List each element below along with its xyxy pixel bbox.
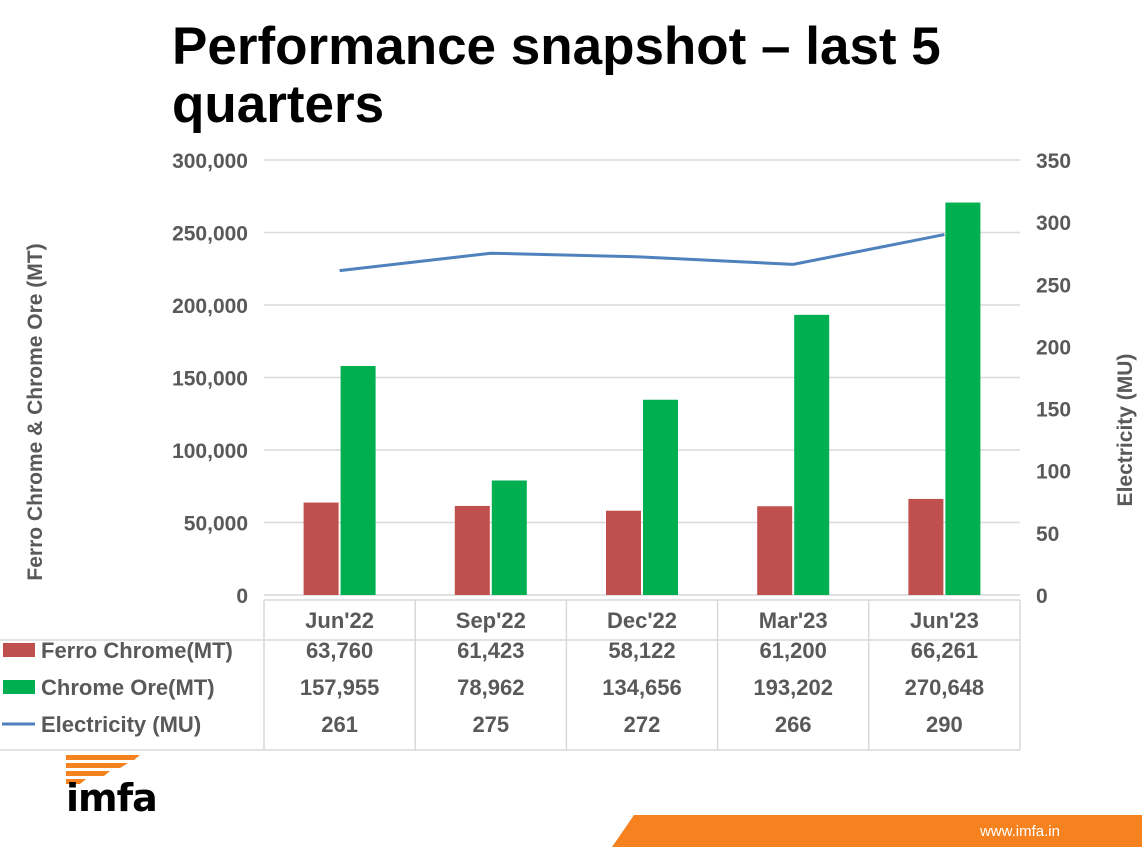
data-value: 272 [624, 712, 661, 737]
data-value: 270,648 [905, 675, 985, 700]
right-tick-label: 100 [1036, 461, 1071, 484]
bar-ferro-chrome [454, 505, 490, 595]
category-label: Dec'22 [607, 608, 677, 633]
category-label: Sep'22 [456, 608, 526, 633]
data-value: 261 [321, 712, 358, 737]
category-label: Jun'23 [910, 608, 979, 633]
left-axis-ticks: 0 50,000 100,000 150,000 200,000 250,000 300,0… [172, 150, 248, 608]
gridlines [264, 159, 1020, 596]
data-value: 61,200 [760, 638, 827, 663]
category-label: Jun'22 [305, 608, 374, 633]
data-value: 275 [472, 712, 509, 737]
data-value: 266 [775, 712, 812, 737]
bar-chrome-ore [340, 365, 376, 595]
left-tick-label: 150,000 [172, 368, 248, 391]
data-value: 78,962 [457, 675, 524, 700]
bar-ferro-chrome [757, 506, 793, 595]
right-tick-label: 50 [1036, 523, 1059, 546]
data-value: 290 [926, 712, 963, 737]
bar-ferro-chrome [606, 510, 641, 595]
left-tick-label: 50,000 [184, 513, 248, 536]
legend-swatch-ferro-chrome [3, 643, 35, 657]
legend-label: Ferro Chrome(MT) [41, 638, 233, 663]
right-tick-label: 300 [1036, 212, 1071, 235]
bar-ferro-chrome [908, 498, 944, 595]
bar-chrome-ore [491, 480, 527, 595]
legend-label: Chrome Ore(MT) [41, 675, 215, 700]
footer-bar [612, 815, 1142, 847]
right-tick-label: 350 [1036, 150, 1071, 173]
bar-chrome-ore [643, 399, 678, 595]
data-value: 193,202 [753, 675, 833, 700]
left-tick-label: 100,000 [172, 440, 248, 463]
bar-chrome-ore [794, 314, 830, 595]
data-value: 58,122 [608, 638, 675, 663]
right-tick-label: 150 [1036, 399, 1071, 422]
right-axis-ticks: 0 50 100 150 200 250 300 350 [1036, 150, 1071, 608]
combo-chart: 0 50,000 100,000 150,000 200,000 250,000 300,0… [0, 150, 1137, 751]
data-table: Jun'22 Sep'22 Dec'22 Mar'23 Jun'23 Ferro Chro… [0, 599, 1021, 751]
data-value: 157,955 [300, 675, 380, 700]
legend-swatch-chrome-ore [3, 680, 35, 694]
imfa-logo [66, 755, 170, 815]
bar-chrome-ore [945, 202, 981, 595]
left-tick-label: 0 [236, 585, 248, 608]
electricity-line [339, 233, 945, 273]
data-value: 63,760 [306, 638, 373, 663]
data-value: 66,261 [911, 638, 978, 663]
right-tick-label: 0 [1036, 585, 1048, 608]
left-tick-label: 250,000 [172, 223, 248, 246]
logo-stripes-icon [66, 755, 140, 784]
left-axis-title: Ferro Chrome & Chrome Ore (MT) [24, 243, 47, 580]
right-axis-title: Electricity (MU) [1114, 354, 1137, 507]
data-value: 61,423 [457, 638, 524, 663]
left-tick-label: 200,000 [172, 295, 248, 318]
bars [303, 202, 981, 595]
slide-title: Performance snapshot – last 5 quarters [172, 17, 941, 134]
logo-text: imfa [66, 776, 158, 820]
left-tick-label: 300,000 [172, 150, 248, 173]
bar-ferro-chrome [303, 502, 339, 595]
electricity-line-group [339, 233, 945, 273]
category-label: Mar'23 [759, 608, 828, 633]
right-tick-label: 200 [1036, 336, 1071, 359]
data-value: 134,656 [602, 675, 682, 700]
legend-label: Electricity (MU) [41, 712, 201, 737]
footer-url[interactable]: www.imfa.in [979, 823, 1060, 840]
right-tick-label: 250 [1036, 274, 1071, 297]
